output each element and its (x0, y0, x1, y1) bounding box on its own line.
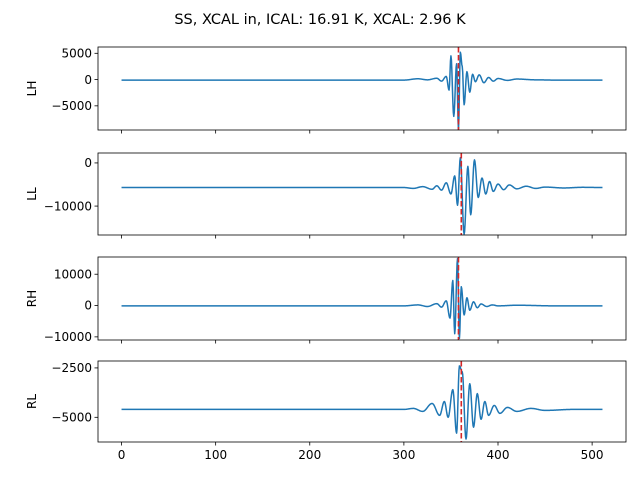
series-line-rl (121, 365, 603, 440)
y-tick-label: 0 (84, 73, 92, 87)
x-tick-label: 100 (204, 448, 227, 462)
subplot-grid: −500005000LH−100000LL−10000010000RH−5000… (25, 46, 627, 462)
y-tick-label: −2500 (51, 361, 92, 375)
x-tick-label: 500 (581, 448, 604, 462)
y-tick-label: −10000 (44, 199, 92, 213)
series-line-rh (121, 257, 603, 340)
y-axis-label: LH (25, 81, 39, 97)
y-axis-label: RL (25, 394, 39, 409)
y-tick-label: −5000 (51, 411, 92, 425)
series-line-lh (121, 51, 603, 130)
y-tick-label: 10000 (54, 267, 92, 281)
y-tick-label: 0 (84, 156, 92, 170)
x-tick-label: 300 (392, 448, 415, 462)
x-tick-label: 0 (118, 448, 126, 462)
y-axis-label: LL (25, 187, 39, 201)
axes-frame (97, 152, 627, 236)
y-tick-label: −10000 (44, 330, 92, 344)
axes-frame (97, 46, 627, 131)
subplot-ll: −10000 0 LL (25, 152, 627, 239)
y-tick-label: 0 (84, 299, 92, 313)
x-tick-label: 400 (487, 448, 510, 462)
axes-frame (97, 256, 627, 341)
figure-title: SS, XCAL in, ICAL: 16.91 K, XCAL: 2.96 K (174, 12, 466, 28)
y-tick-label: 5000 (61, 47, 92, 61)
subplot-rl: −5000 −2500 0 100 200 300 400 500 RL (25, 360, 627, 462)
x-tick-label: 200 (298, 448, 321, 462)
y-axis-label: RH (25, 290, 39, 307)
series-line-ll (121, 157, 603, 235)
subplot-lh: −5000 0 5000 LH (25, 46, 627, 134)
subplot-rh: −10000 0 10000 RH (25, 256, 627, 344)
axes-frame (97, 360, 627, 443)
y-tick-label: −5000 (51, 99, 92, 113)
